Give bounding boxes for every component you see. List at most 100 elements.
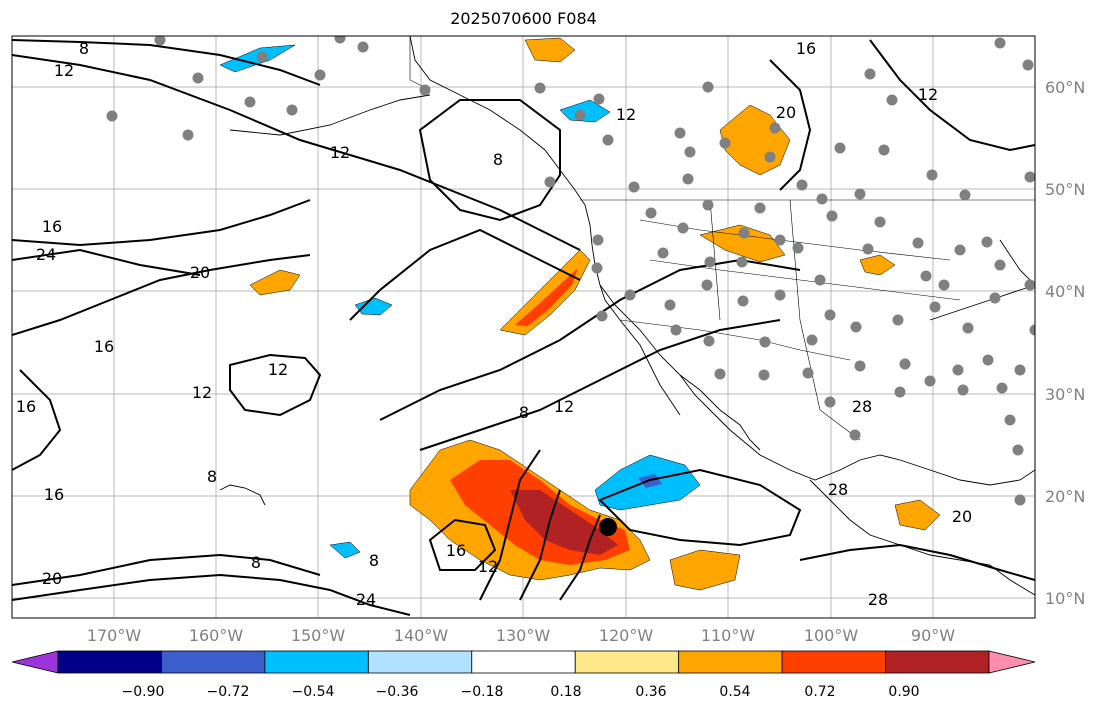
station-dot <box>874 216 886 228</box>
station-dot <box>256 51 268 63</box>
contour-8-subtropical <box>379 258 801 421</box>
contour-16-central <box>12 254 311 336</box>
lat-label-20: 20°N <box>1045 487 1086 506</box>
storm-center-marker <box>599 518 617 536</box>
station-dot <box>834 142 846 154</box>
contour-20-south <box>12 553 321 586</box>
station-dot <box>1024 171 1035 183</box>
lon-label-110w: 110°W <box>700 626 756 645</box>
lon-label-140w: 140°W <box>393 626 449 645</box>
station-dot <box>826 210 838 222</box>
colorbar-extend-low <box>11 650 59 674</box>
station-dot <box>954 244 966 256</box>
colorbar-label: 0.36 <box>635 684 667 700</box>
station-dot <box>1014 364 1026 376</box>
station-dot <box>106 110 118 122</box>
contour-label: 28 <box>828 480 848 499</box>
colorbar-label: −0.36 <box>375 684 419 700</box>
shaded-anomalies <box>219 37 941 591</box>
colorbar-label: 0.90 <box>888 684 920 700</box>
station-dot <box>593 93 605 105</box>
colorbar-bin <box>574 650 680 674</box>
contour-label: 16 <box>16 397 36 416</box>
contour-label: 8 <box>207 467 217 486</box>
colorbar-bin <box>264 650 369 674</box>
colorbar-bin <box>885 650 990 674</box>
contour-12-central <box>229 353 322 417</box>
station-dot <box>792 242 804 254</box>
anomaly-caribbean <box>894 499 941 531</box>
station-dot <box>769 122 781 134</box>
contour-20-central <box>12 248 201 276</box>
contour-label: 12 <box>478 557 498 576</box>
station-dot <box>849 429 861 441</box>
station-dot <box>894 386 906 398</box>
colorbar-label: 0.72 <box>804 684 836 700</box>
station-dot <box>989 292 1001 304</box>
map-frame <box>11 35 1036 619</box>
station-dot <box>684 146 696 158</box>
graticule <box>12 36 1035 618</box>
colorbar-label: −0.90 <box>121 684 165 700</box>
station-dot <box>1004 414 1016 426</box>
colorbar-label: 0.54 <box>719 684 751 700</box>
colorbar-bin <box>678 650 783 674</box>
contour-28-east <box>799 543 1035 581</box>
contour-label: 12 <box>54 61 74 80</box>
station-dots <box>106 36 1035 506</box>
station-dot <box>982 354 994 366</box>
colorbar-extend-high <box>988 650 1036 674</box>
anomaly-negative-bc <box>559 99 611 123</box>
contour-12-north <box>12 54 581 251</box>
station-dot <box>996 382 1008 394</box>
contour-label: 8 <box>519 403 529 422</box>
lon-label-100w: 100°W <box>803 626 859 645</box>
contour-label: 16 <box>446 541 466 560</box>
colorbar-bin <box>161 650 266 674</box>
contour-label: 12 <box>268 360 288 379</box>
station-dot <box>962 322 974 334</box>
station-dot <box>703 335 715 347</box>
station-dot <box>544 176 556 188</box>
lon-label-150w: 150°W <box>290 626 346 645</box>
station-dot <box>701 279 713 291</box>
contour-12-subtropical <box>419 319 781 451</box>
contour-8-north <box>12 39 321 86</box>
station-dot <box>952 364 964 376</box>
station-dot <box>596 310 608 322</box>
contour-label: 20 <box>190 263 210 282</box>
colorbar-bin <box>471 650 576 674</box>
anomaly-plains <box>699 224 786 263</box>
contour-label: 16 <box>796 39 816 58</box>
station-dot <box>814 274 826 286</box>
station-dot <box>862 243 874 255</box>
colorbar-label: −0.72 <box>206 684 250 700</box>
station-dot <box>754 202 766 214</box>
station-dot <box>824 309 836 321</box>
station-dot <box>981 236 993 248</box>
contour-label: 16 <box>94 337 114 356</box>
contour-24-north <box>12 199 311 247</box>
station-dot <box>738 227 750 239</box>
lat-label-30: 30°N <box>1045 385 1086 404</box>
lat-label-60: 60°N <box>1045 78 1086 97</box>
lon-label-130w: 130°W <box>495 626 551 645</box>
station-dot <box>938 279 950 291</box>
lat-label-50: 50°N <box>1045 180 1086 199</box>
lat-label-40: 40°N <box>1045 282 1086 301</box>
station-dot <box>824 396 836 408</box>
station-dot <box>806 334 818 346</box>
contour-mexico-high <box>598 468 802 547</box>
station-dot <box>677 222 689 234</box>
station-dot <box>574 109 586 121</box>
lat-label-10: 10°N <box>1045 589 1086 608</box>
colorbar-bin <box>57 650 162 674</box>
anomaly-gulf-alaska-n <box>524 37 576 63</box>
contour-closed-low <box>418 99 561 222</box>
contour-24-south <box>12 573 411 616</box>
anomaly-mexico-coast <box>669 549 741 591</box>
map-title: 2025070600 F084 <box>450 9 597 28</box>
lon-label-120w: 120°W <box>598 626 654 645</box>
colorbar-label: 0.18 <box>550 684 582 700</box>
station-dot <box>854 360 866 372</box>
